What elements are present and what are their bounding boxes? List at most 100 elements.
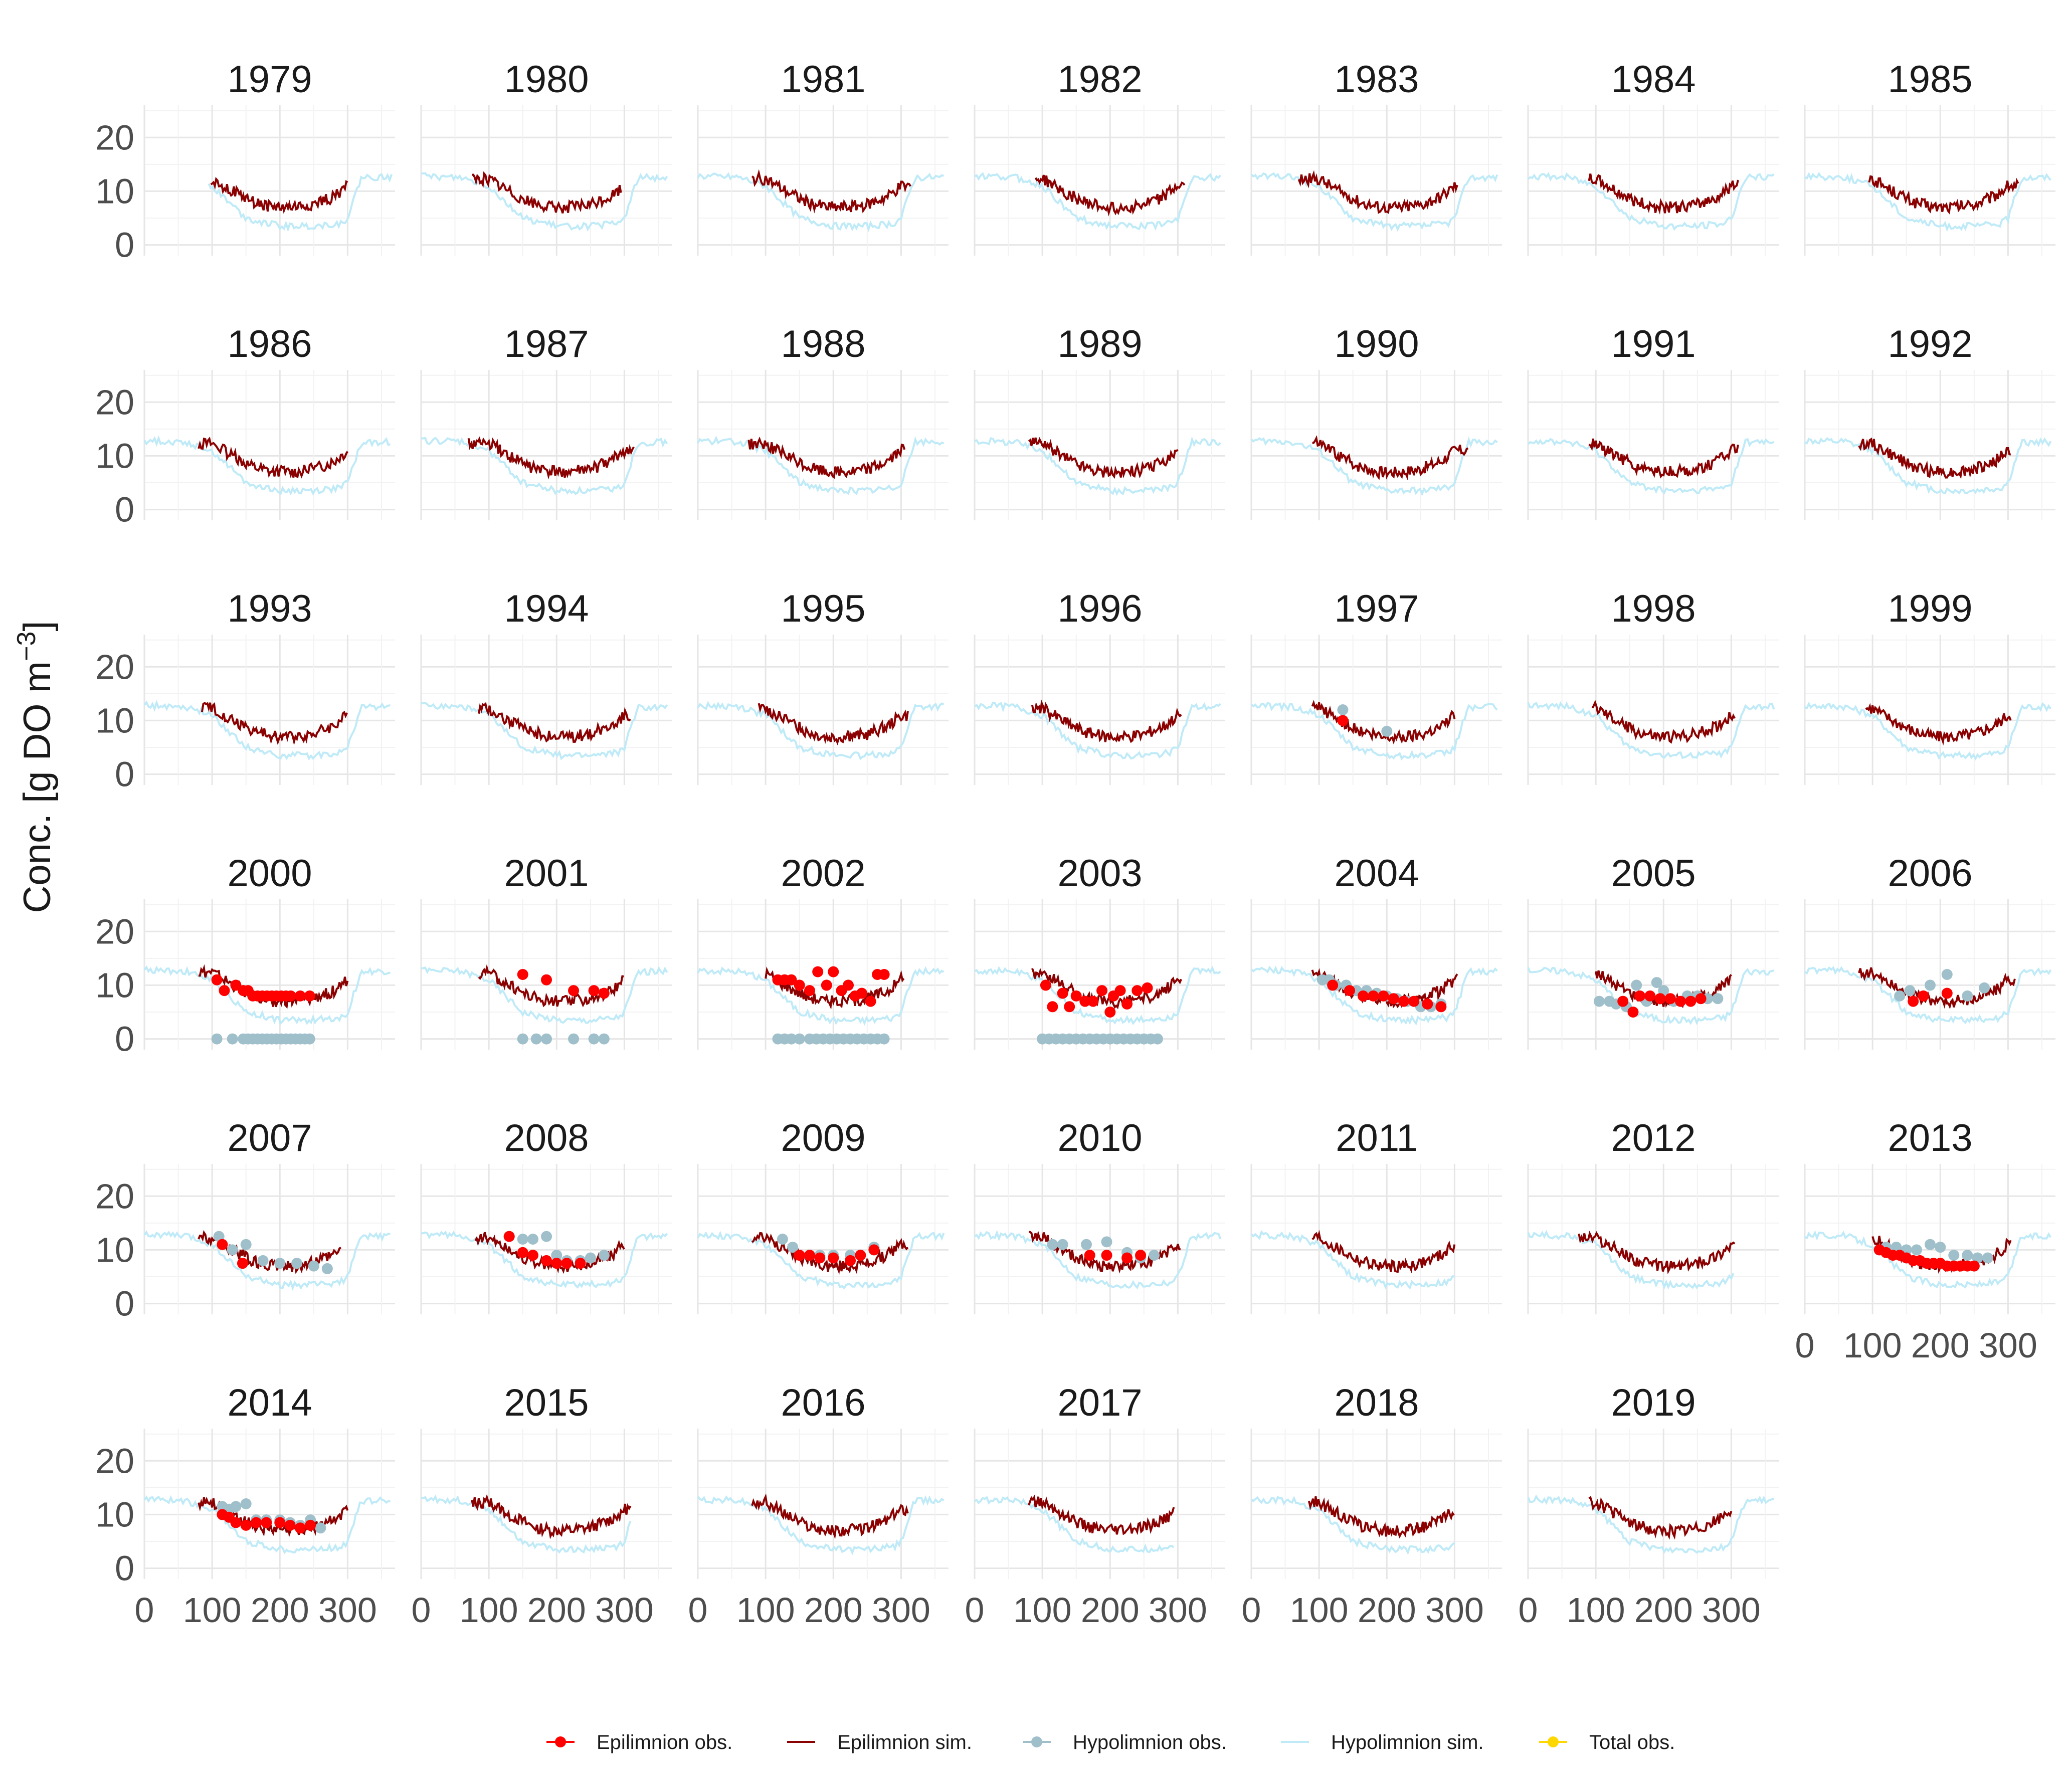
epilimnion-sim-line <box>1588 1496 1733 1540</box>
epilimnion-obs-point <box>250 1517 262 1528</box>
hypolimnion-obs-point <box>1911 1244 1922 1256</box>
epilimnion-obs-point <box>1104 1007 1116 1018</box>
epilimnion-obs-point <box>1057 988 1068 999</box>
epilimnion-obs-point <box>294 990 306 1002</box>
hypolimnion-obs-point <box>1962 990 1973 1002</box>
epilimnion-obs-point <box>1634 990 1645 1002</box>
hypolimnion-obs-point <box>1941 969 1953 980</box>
hypolimnion-obs-point <box>1149 1250 1160 1261</box>
hypolimnion-sim-line <box>1527 701 1775 759</box>
facet-title: 1985 <box>1888 58 1972 101</box>
hypolimnion-obs-point <box>786 1033 797 1045</box>
legend-key-point <box>1031 1736 1042 1747</box>
epilimnion-sim-line <box>198 964 349 1009</box>
epilimnion-obs-point <box>1664 993 1676 1005</box>
hypolimnion-obs-point <box>308 1260 319 1272</box>
epilimnion-obs-point <box>1047 1001 1058 1013</box>
hypolimnion-sim-line <box>1804 171 2052 232</box>
facet-title: 2013 <box>1888 1117 1972 1159</box>
facet-panel-1993: 1993 0 10 20 <box>95 587 395 794</box>
facet-panel-2017: 2017 0 100 200 300 <box>965 1382 1225 1630</box>
facet-panel-1982: 1982 <box>974 58 1225 256</box>
facet-panel-1989: 1989 <box>974 323 1225 520</box>
epilimnion-obs-point <box>1675 996 1686 1007</box>
hypolimnion-obs-point <box>227 1033 238 1045</box>
epilimnion-obs-point <box>1079 996 1091 1007</box>
epilimnion-sim-line <box>751 169 911 214</box>
facet-panel-2019: 2019 0 100 200 300 <box>1519 1382 1779 1630</box>
epilimnion-obs-point <box>575 1258 586 1269</box>
epilimnion-obs-point <box>1968 1260 1980 1272</box>
epilimnion-sim-line <box>477 702 631 743</box>
epilimnion-obs-point <box>804 1250 815 1261</box>
epilimnion-obs-point <box>294 1522 306 1534</box>
epilimnion-obs-point <box>598 988 610 999</box>
hypolimnion-obs-point <box>315 1522 326 1534</box>
epilimnion-sim-line <box>201 702 348 745</box>
epilimnion-obs-point <box>240 1519 252 1531</box>
epilimnion-obs-point <box>868 1244 880 1256</box>
hypolimnion-sim-line <box>143 965 391 1025</box>
hypolimnion-sim-line <box>974 1230 1222 1290</box>
y-tick-label: 0 <box>115 1284 134 1323</box>
epilimnion-obs-point <box>285 990 296 1002</box>
facet-title: 1998 <box>1611 587 1696 630</box>
hypolimnion-sim-line <box>1250 172 1498 232</box>
epilimnion-obs-point <box>856 988 868 999</box>
hypolimnion-sim-line <box>143 1495 391 1554</box>
facet-title: 1996 <box>1057 587 1142 630</box>
epilimnion-obs-point <box>211 974 223 985</box>
epilimnion-sim-line <box>1031 699 1182 743</box>
epilimnion-obs-point <box>865 996 876 1007</box>
epilimnion-sim-line <box>1312 435 1469 481</box>
legend-item-hypolimnion-obs: Hypolimnion obs. <box>1023 1731 1227 1753</box>
facet-panel-2008: 2008 <box>420 1117 672 1314</box>
hypolimnion-obs-point <box>1080 1239 1092 1250</box>
y-tick-label: 0 <box>115 490 134 529</box>
facet-title: 1980 <box>504 58 589 101</box>
epilimnion-sim-line <box>751 1493 909 1539</box>
y-tick-label: 10 <box>95 965 134 1005</box>
hypolimnion-obs-point <box>291 1258 303 1269</box>
epilimnion-obs-point <box>1101 1250 1112 1261</box>
x-tick-label: 200 <box>1911 1326 1970 1365</box>
hypolimnion-obs-point <box>257 1255 269 1266</box>
x-tick-label: 0 <box>965 1591 985 1630</box>
hypolimnion-obs-point <box>1894 990 1906 1002</box>
epilimnion-obs-point <box>1941 988 1953 999</box>
facet-title: 1982 <box>1057 58 1142 101</box>
hypolimnion-sim-line <box>1250 702 1498 760</box>
y-tick-label: 0 <box>115 755 134 794</box>
facet-panel-1986: 1986 0 10 20 <box>95 323 395 529</box>
hypolimnion-obs-point <box>527 1234 538 1245</box>
facet-panel-2013: 2013 0 100 200 300 <box>1795 1117 2055 1365</box>
epilimnion-obs-point <box>1654 993 1666 1005</box>
hypolimnion-obs-point <box>568 1033 580 1045</box>
hypolimnion-sim-line <box>421 172 668 232</box>
x-tick-label: 300 <box>872 1591 930 1630</box>
epilimnion-obs-point <box>814 1252 826 1264</box>
x-tick-label: 100 <box>1290 1591 1349 1630</box>
epilimnion-obs-point <box>786 974 797 985</box>
epilimnion-sim-line <box>1588 438 1739 479</box>
epilimnion-obs-point <box>1087 996 1099 1007</box>
hypolimnion-sim-line <box>697 436 945 495</box>
hypolimnion-sim-line <box>1250 1230 1455 1290</box>
epilimnion-obs-point <box>1398 996 1410 1007</box>
epilimnion-obs-point <box>1644 990 1656 1002</box>
hypolimnion-obs-point <box>588 1033 600 1045</box>
hypolimnion-obs-point <box>1979 982 1990 994</box>
hypolimnion-obs-point <box>878 1033 890 1045</box>
y-tick-label: 0 <box>115 226 134 265</box>
facet-title: 1991 <box>1611 323 1696 365</box>
hypolimnion-obs-point <box>1925 979 1936 991</box>
facet-title: 1994 <box>504 587 589 630</box>
epilimnion-obs-point <box>503 1231 515 1242</box>
epilimnion-obs-point <box>1357 990 1369 1002</box>
facet-title: 2003 <box>1057 852 1142 895</box>
epilimnion-obs-point <box>1096 985 1108 997</box>
x-tick-label: 100 <box>1567 1591 1625 1630</box>
facet-title: 1983 <box>1334 58 1419 101</box>
legend-item-hypolimnion-sim: Hypolimnion sim. <box>1281 1731 1484 1753</box>
